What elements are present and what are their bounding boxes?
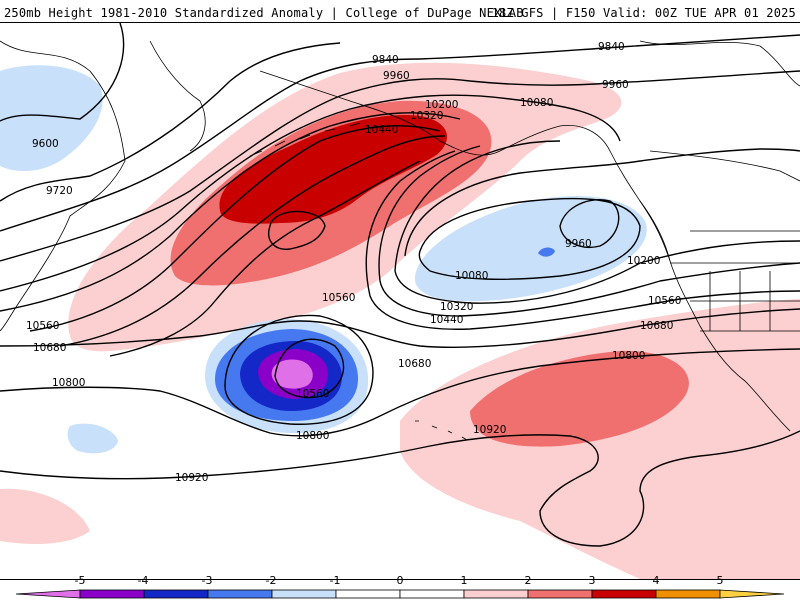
contour-10560-low — [274, 338, 345, 399]
legend-color-bin — [591, 589, 657, 599]
model-run-info: 18Z GFS | F150 Valid: 00Z TUE APR 01 202… — [491, 6, 796, 20]
positive-anomaly-blob — [0, 488, 90, 544]
legend-tick: -3 — [202, 574, 213, 587]
contour-10080-closed — [418, 197, 641, 280]
asia-coastline — [0, 40, 126, 332]
legend-color-bin — [79, 589, 145, 599]
negative-anomaly-region-nw — [0, 65, 103, 171]
contour-10560-ridge — [365, 150, 800, 330]
contour-label: 10440 — [430, 314, 463, 326]
height-contours — [0, 23, 800, 547]
contour-label: 10800 — [52, 377, 85, 389]
contour-label: 10800 — [296, 430, 329, 442]
contour-9960-closed — [559, 199, 620, 248]
contour-9960 — [0, 70, 800, 262]
positive-anomaly-region-2-south — [470, 350, 689, 447]
contour-label: 10320 — [410, 110, 443, 122]
hawaii-islands — [415, 420, 468, 441]
color-scale-legend: -5 -4 -3 -2 -1 0 1 2 3 4 5 — [0, 574, 800, 600]
legend-color-bin — [463, 589, 529, 599]
contour-label: 10080 — [520, 97, 553, 109]
legend-color-bin — [527, 589, 593, 599]
contour-label: 9960 — [565, 238, 592, 250]
legend-tick-labels: -5 -4 -3 -2 -1 0 1 2 3 4 5 — [75, 574, 724, 587]
north-america-coastline — [639, 200, 791, 432]
kamchatka-coastline — [149, 40, 206, 152]
contour-label: 10920 — [175, 472, 208, 484]
negative-anomaly-blob — [67, 423, 118, 454]
contour-label: 9720 — [46, 185, 73, 197]
map-title: 250mb Height 1981-2010 Standardized Anom… — [4, 6, 524, 20]
legend-color-bin — [655, 589, 721, 599]
contour-label: 9840 — [598, 41, 625, 53]
contour-10680-low — [224, 314, 374, 425]
contour-9720 — [0, 42, 341, 202]
legend-tick: -5 — [75, 574, 86, 587]
negative-anomaly-region — [414, 196, 647, 302]
legend-tick: 5 — [717, 574, 724, 587]
contour-label: 10320 — [440, 301, 473, 313]
anomaly-shading — [0, 62, 800, 579]
contour-label: 9840 — [372, 54, 399, 66]
contour-9600 — [0, 23, 125, 122]
coastlines — [0, 40, 800, 441]
contour-label: 10680 — [33, 342, 66, 354]
contour-10560-north — [109, 160, 421, 357]
contour-label: 10800 — [612, 350, 645, 362]
legend-tick: 2 — [525, 574, 532, 587]
alaska-coastline — [259, 70, 671, 262]
positive-anomaly-region-3 — [219, 115, 447, 224]
contour-10920 — [0, 430, 800, 547]
contour-10440-north — [59, 135, 446, 347]
contour-9840-east — [419, 34, 800, 60]
legend-tick: 1 — [461, 574, 468, 587]
negative-anomaly-blob-2 — [538, 247, 555, 257]
contour-label: 10200 — [425, 99, 458, 111]
contour-label: 10560 — [296, 388, 329, 400]
anomaly-map: 9840 9840 9960 9960 9600 9720 10080 1020… — [0, 22, 800, 580]
contour-10800 — [0, 348, 800, 437]
contour-label: 10560 — [322, 292, 355, 304]
legend-color-bin — [15, 589, 81, 599]
legend-color-bin — [719, 589, 785, 599]
contour-label: 10680 — [640, 320, 673, 332]
contour-10440-ridge — [378, 145, 800, 317]
contour-label: 10920 — [473, 424, 506, 436]
contour-label: 9960 — [383, 70, 410, 82]
contour-label: 10080 — [455, 270, 488, 282]
legend-color-bin — [143, 589, 209, 599]
contour-label: 10560 — [648, 295, 681, 307]
contour-trough-low — [268, 210, 326, 250]
positive-anomaly-blob — [700, 519, 800, 579]
legend-color-bin — [399, 589, 465, 599]
legend-color-bin — [271, 589, 337, 599]
contour-10320-ridge — [394, 140, 800, 304]
legend-tick: -2 — [266, 574, 277, 587]
legend-tick: -1 — [330, 574, 341, 587]
legend-tick: 3 — [589, 574, 596, 587]
legend-tick: 0 — [397, 574, 404, 587]
contour-labels: 9840 9840 9960 9960 9600 9720 10080 1020… — [26, 41, 681, 484]
contour-10320-north — [29, 125, 441, 332]
contour-label: 9960 — [602, 79, 629, 91]
legend-color-bin — [207, 589, 273, 599]
contour-10200-north — [0, 112, 461, 312]
contour-10200-ridge — [404, 148, 800, 257]
canada-islands — [639, 40, 800, 182]
legend-tick: -4 — [138, 574, 149, 587]
contour-9840-west — [0, 58, 421, 232]
contour-label: 10200 — [627, 255, 660, 267]
contour-10080-north — [0, 94, 621, 292]
contour-label: 9600 — [32, 138, 59, 150]
legend-color-bins — [15, 589, 785, 599]
negative-anomaly-region-5 — [271, 359, 313, 389]
state-lines — [690, 230, 800, 332]
legend-tick: 4 — [653, 574, 660, 587]
contour-label: 10560 — [26, 320, 59, 332]
contour-10680 — [0, 308, 800, 348]
contour-label: 10440 — [365, 124, 398, 136]
contour-label: 10680 — [398, 358, 431, 370]
map-header: 250mb Height 1981-2010 Standardized Anom… — [0, 0, 800, 24]
legend-color-bin — [335, 589, 401, 599]
